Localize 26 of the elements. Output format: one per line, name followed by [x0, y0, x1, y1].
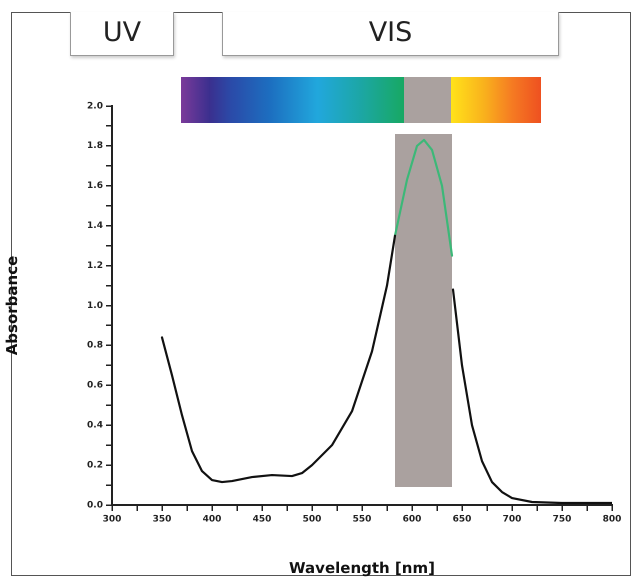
y-tick-label: 1.6 [87, 181, 103, 192]
x-axis-title: Wavelength [nm] [289, 558, 435, 577]
y-tick-label: 0.4 [87, 420, 103, 431]
x-tick-label: 700 [502, 514, 522, 525]
y-tick-label: 2.0 [87, 101, 103, 112]
x-tick-label: 750 [552, 514, 572, 525]
y-tick-label: 0.2 [87, 460, 103, 470]
y-tick-label: 1.0 [87, 300, 103, 311]
x-tick-label: 450 [252, 514, 272, 525]
x-tick-label: 550 [352, 514, 372, 525]
y-tick-label: 1.8 [87, 141, 103, 152]
x-tick-label: 350 [152, 514, 172, 525]
y-tick-label: 0.6 [87, 380, 103, 391]
y-tick-label: 1.4 [87, 221, 103, 232]
x-tick-label: 300 [102, 514, 122, 525]
y-axis-title: Absorbance [2, 256, 21, 356]
text: VIS [222, 12, 559, 56]
x-tick-label: 650 [452, 514, 472, 525]
y-tick-label: 0.8 [87, 340, 103, 351]
x-tick-label: 400 [202, 514, 222, 525]
x-tick-label: 600 [402, 514, 422, 525]
x-tick-label: 500 [302, 514, 322, 525]
y-tick-label: 1.2 [87, 260, 103, 271]
text: UV [70, 12, 174, 56]
y-tick-label: 0.0 [87, 500, 103, 510]
x-tick-label: 800 [602, 514, 622, 525]
